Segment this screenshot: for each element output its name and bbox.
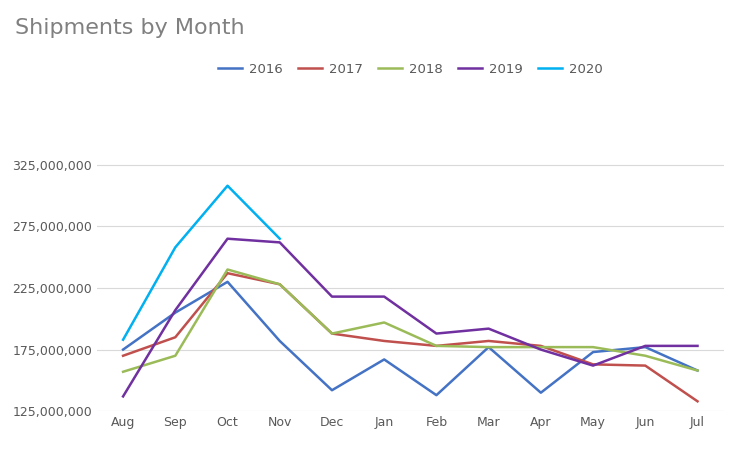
- 2017: [171, 334, 180, 340]
- 2019: [327, 294, 336, 299]
- 2016: [693, 368, 702, 373]
- 2016: [223, 279, 232, 285]
- 2018: [275, 281, 284, 287]
- 2016: [589, 349, 598, 355]
- 2016: [171, 310, 180, 316]
- 2016: [275, 338, 284, 344]
- Line: 2017: 2017: [123, 273, 698, 401]
- 2019: [589, 363, 598, 368]
- 2018: [327, 331, 336, 336]
- 2019: [380, 294, 389, 299]
- Line: 2019: 2019: [123, 239, 698, 396]
- 2017: [380, 338, 389, 344]
- 2018: [589, 344, 598, 350]
- Text: Shipments by Month: Shipments by Month: [15, 18, 245, 38]
- 2019: [641, 343, 650, 349]
- 2017: [223, 270, 232, 276]
- 2020: [171, 244, 180, 250]
- 2019: [432, 331, 441, 336]
- 2018: [641, 353, 650, 359]
- Line: 2018: 2018: [123, 269, 698, 372]
- 2018: [536, 344, 545, 350]
- 2016: [484, 344, 493, 350]
- 2019: [275, 240, 284, 245]
- 2019: [171, 307, 180, 313]
- 2019: [223, 236, 232, 242]
- 2020: [223, 183, 232, 188]
- Legend: 2016, 2017, 2018, 2019, 2020: 2016, 2017, 2018, 2019, 2020: [213, 57, 607, 81]
- 2017: [536, 343, 545, 349]
- 2017: [275, 281, 284, 287]
- 2017: [119, 353, 128, 359]
- 2017: [432, 343, 441, 349]
- 2018: [380, 320, 389, 325]
- Line: 2016: 2016: [123, 282, 698, 395]
- 2018: [171, 353, 180, 359]
- 2018: [484, 344, 493, 350]
- 2018: [693, 368, 702, 373]
- 2020: [119, 337, 128, 342]
- 2018: [223, 267, 232, 272]
- 2016: [641, 344, 650, 350]
- 2016: [536, 390, 545, 395]
- 2016: [327, 388, 336, 393]
- 2017: [589, 362, 598, 367]
- 2018: [119, 369, 128, 375]
- 2019: [119, 394, 128, 399]
- 2019: [484, 326, 493, 331]
- 2016: [432, 392, 441, 398]
- 2016: [119, 347, 128, 353]
- 2016: [380, 357, 389, 362]
- Line: 2020: 2020: [123, 186, 280, 340]
- 2020: [275, 236, 284, 242]
- 2017: [693, 399, 702, 404]
- 2017: [327, 331, 336, 336]
- 2019: [693, 343, 702, 349]
- 2017: [484, 338, 493, 344]
- 2017: [641, 363, 650, 368]
- 2019: [536, 347, 545, 353]
- 2018: [432, 343, 441, 349]
